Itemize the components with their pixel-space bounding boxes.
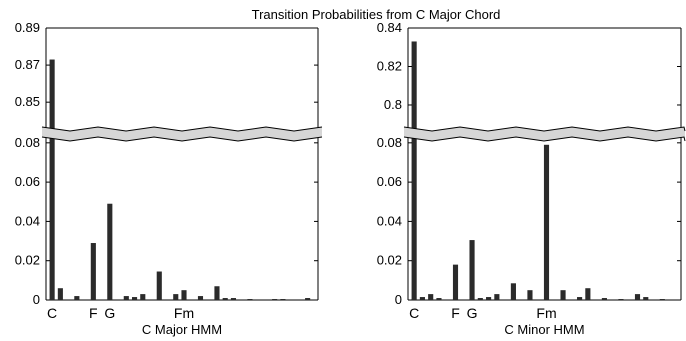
bar: [90, 243, 96, 300]
axis-break-edge: [403, 136, 686, 142]
axis-break-edge: [41, 136, 323, 142]
axis-break-band: [404, 127, 685, 141]
y-tick-label: 0.84: [377, 20, 402, 35]
bar: [494, 294, 500, 300]
bar: [659, 299, 665, 300]
bar: [173, 294, 179, 300]
bar: [510, 283, 516, 300]
bar: [74, 296, 80, 300]
x-tick-label: C: [47, 305, 57, 321]
x-axis-label: C Minor HMM: [504, 322, 584, 337]
x-tick-label: C: [409, 305, 419, 321]
bar: [197, 296, 204, 300]
bar: [214, 286, 220, 300]
x-tick-label: Fm: [174, 305, 194, 321]
bar: [634, 294, 641, 300]
bar: [560, 290, 566, 300]
bar: [486, 297, 492, 300]
y-tick-label: 0.82: [377, 58, 402, 73]
x-tick-label: G: [467, 305, 478, 321]
bar: [477, 298, 483, 300]
x-tick-label: F: [89, 305, 98, 321]
bar: [643, 297, 649, 300]
bar: [230, 298, 237, 300]
bar: [57, 288, 63, 300]
bar: [107, 203, 113, 300]
y-tick-label: 0.02: [377, 253, 402, 268]
y-tick-label: 0.02: [15, 253, 40, 268]
x-tick-label: F: [451, 305, 460, 321]
bar: [428, 294, 434, 300]
panel-c-minor-hmm: 0.84 0.82 0.8 0.08 0.06 0.04 0.02 0C F G FmC Minor…: [377, 20, 686, 337]
x-axis-label: C Major HMM: [142, 322, 222, 337]
bar: [543, 144, 550, 300]
bar: [436, 298, 442, 300]
axis-break-edge: [41, 126, 323, 132]
y-tick-label: 0.87: [15, 57, 40, 72]
y-tick-label: 0.08: [377, 135, 402, 150]
x-tick-label: G: [104, 305, 115, 321]
bar: [140, 294, 146, 300]
y-tick-label: 0.08: [15, 135, 40, 150]
bar: [280, 299, 286, 300]
bar: [419, 297, 425, 300]
panel-c-major-hmm: 0.89 0.87 0.85 0.08 0.06 0.04 0.02 0C F G FmC Majo…: [15, 20, 323, 337]
y-tick-label: 0: [33, 292, 40, 307]
bar: [601, 298, 607, 300]
x-tick-label: Fm: [536, 305, 556, 321]
bar: [527, 290, 533, 300]
bar: [247, 299, 253, 300]
y-tick-label: 0.04: [15, 213, 40, 228]
y-tick-label: 0.85: [15, 94, 40, 109]
y-tick-label: 0.06: [377, 174, 402, 189]
axis-break-edge: [403, 126, 686, 132]
bar: [577, 297, 583, 300]
figure-title: Transition Probabilities from C Major Ch…: [252, 7, 501, 22]
bar: [469, 240, 475, 300]
y-tick-label: 0.89: [15, 20, 40, 35]
bar: [452, 264, 459, 300]
axis-break-band: [42, 127, 322, 141]
bar: [131, 297, 138, 300]
y-tick-label: 0.8: [384, 97, 402, 112]
bar: [222, 298, 228, 300]
bar: [305, 298, 311, 300]
y-tick-label: 0: [395, 292, 402, 307]
bar: [181, 290, 187, 300]
bar: [272, 299, 278, 300]
bar: [585, 288, 591, 300]
bar: [49, 59, 55, 301]
y-tick-label: 0.04: [377, 213, 402, 228]
bar: [156, 271, 162, 300]
bar: [411, 41, 417, 300]
bar: [618, 299, 624, 300]
bar: [123, 296, 129, 300]
y-tick-label: 0.06: [15, 174, 40, 189]
